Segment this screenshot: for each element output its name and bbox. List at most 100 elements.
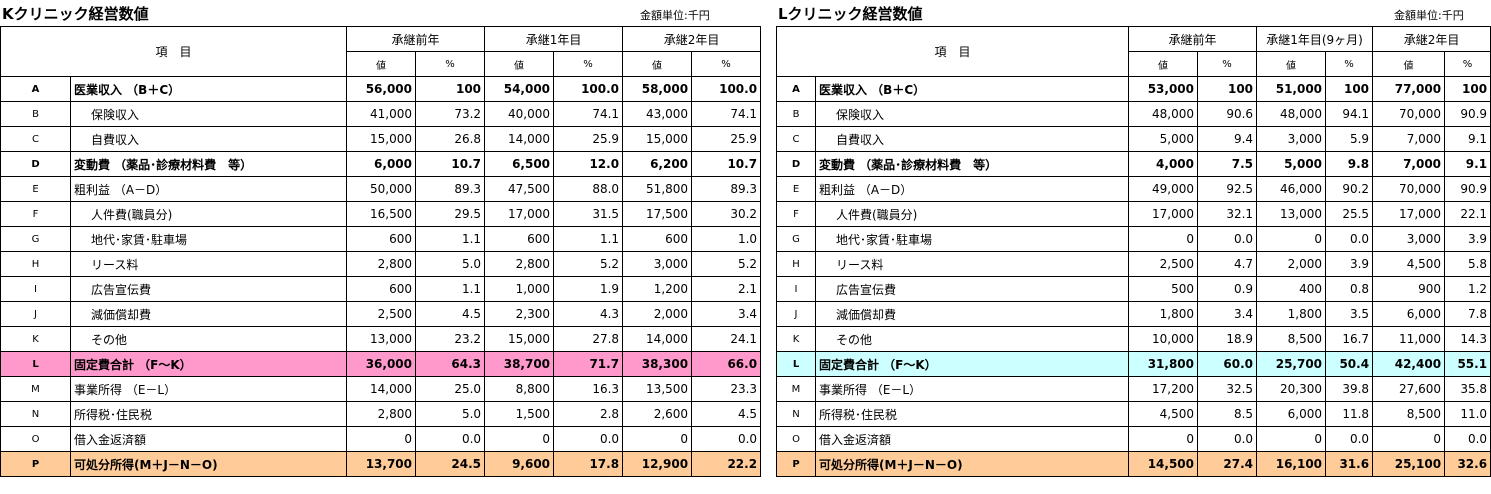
- value-cell: 0.0: [1197, 426, 1258, 452]
- value-cell: 16,500: [346, 201, 417, 227]
- value-cell: 1,500: [484, 401, 555, 427]
- value-cell: 600: [622, 226, 693, 252]
- value-cell: 14,500: [1128, 451, 1199, 477]
- row-item: リース料: [814, 251, 1130, 277]
- value-cell: 13,500: [622, 376, 693, 402]
- row-code: F: [776, 201, 816, 227]
- value-cell: 50,000: [346, 176, 417, 202]
- value-cell: 70,000: [1372, 176, 1446, 202]
- value-cell: 1,200: [622, 276, 693, 302]
- value-cell: 25.0: [415, 376, 486, 402]
- value-cell: 46,000: [1256, 176, 1327, 202]
- value-cell: 2.8: [553, 401, 624, 427]
- value-cell: 58,000: [622, 76, 693, 102]
- row-code: A: [776, 76, 816, 102]
- data-row: E 粗利益 （A－D） 49,000 92.5 46,000 90.2 70,000 90.9: [776, 176, 1491, 202]
- row-code: F: [0, 201, 71, 227]
- value-cell: 60.0: [1197, 351, 1258, 377]
- value-cell: 3.9: [1325, 251, 1374, 277]
- data-row: D 変動費 （薬品･診療材料費 等） 6,000 10.7 6,500 12.0 6,200…: [0, 151, 762, 177]
- item-header: 項 目: [0, 26, 348, 77]
- row-item: 借入金返済額: [814, 426, 1130, 452]
- value-cell: 400: [1256, 276, 1327, 302]
- data-table: 項 目承継前年 承継1年目 承継2年目値% 値% 値% A 医業収入 （B＋C） 56,000…: [0, 26, 762, 477]
- value-cell: 18.9: [1197, 326, 1258, 352]
- period-header: 承継前年: [346, 26, 486, 52]
- value-cell: 35.8: [1444, 376, 1491, 402]
- value-cell: 27.8: [553, 326, 624, 352]
- value-cell: 74.1: [691, 101, 762, 127]
- row-code: C: [0, 126, 71, 152]
- row-item: 可処分所得(M＋J－N－O): [814, 451, 1130, 477]
- value-cell: 66.0: [691, 351, 762, 377]
- value-cell: 5,000: [1256, 151, 1327, 177]
- data-row: M 事業所得 （E－L） 17,200 32.5 20,300 39.8 27,600 35.…: [776, 376, 1491, 402]
- row-item: 粗利益 （A－D）: [814, 176, 1130, 202]
- value-cell: 0.0: [1444, 426, 1491, 452]
- value-cell: 48,000: [1128, 101, 1199, 127]
- value-cell: 5,000: [1128, 126, 1199, 152]
- value-cell: 4,500: [1372, 251, 1446, 277]
- value-cell: 38,300: [622, 351, 693, 377]
- row-code: N: [0, 401, 71, 427]
- value-cell: 90.2: [1325, 176, 1374, 202]
- data-row: F 人件費(職員分) 16,500 29.5 17,000 31.5 17,500 30.2: [0, 201, 762, 227]
- row-item: 人件費(職員分): [69, 201, 348, 227]
- value-cell: 38,700: [484, 351, 555, 377]
- value-cell: 1.2: [1444, 276, 1491, 302]
- value-cell: 5.0: [415, 251, 486, 277]
- value-cell: 10.7: [691, 151, 762, 177]
- data-row: C 自費収入 15,000 26.8 14,000 25.9 15,000 25.9: [0, 126, 762, 152]
- data-row: L 固定費合計 （F～K） 36,000 64.3 38,700 71.7 38,300 66…: [0, 351, 762, 377]
- value-cell: 13,700: [346, 451, 417, 477]
- value-cell: 27,600: [1372, 376, 1446, 402]
- data-row: G 地代･家賃･駐車場 0 0.0 0 0.0 3,000 3.9: [776, 226, 1491, 252]
- data-row: J 減価償却費 2,500 4.5 2,300 4.3 2,000 3.4: [0, 301, 762, 327]
- value-cell: 23.2: [415, 326, 486, 352]
- value-cell: 90.6: [1197, 101, 1258, 127]
- row-code: L: [776, 351, 816, 377]
- value-cell: 22.1: [1444, 201, 1491, 227]
- value-cell: 77,000: [1372, 76, 1446, 102]
- row-code: K: [776, 326, 816, 352]
- row-code: K: [0, 326, 71, 352]
- value-cell: 25,700: [1256, 351, 1327, 377]
- value-cell: 49,000: [1128, 176, 1199, 202]
- row-item: 可処分所得(M＋J－N－O): [69, 451, 348, 477]
- header-row: 項 目承継前年 承継1年目(9ヶ月) 承継2年目: [775, 26, 1491, 77]
- value-cell: 56,000: [346, 76, 417, 102]
- data-row: N 所得税･住民税 2,800 5.0 1,500 2.8 2,600 4.5: [0, 401, 762, 427]
- data-row: H リース料 2,500 4.7 2,000 3.9 4,500 5.8: [776, 251, 1491, 277]
- value-cell: 27.4: [1197, 451, 1258, 477]
- row-item: 保険収入: [814, 101, 1130, 127]
- data-row: C 自費収入 5,000 9.4 3,000 5.9 7,000 9.1: [776, 126, 1491, 152]
- value-cell: 6,000: [1372, 301, 1446, 327]
- value-cell: 0: [1256, 226, 1327, 252]
- row-code: I: [0, 276, 71, 302]
- row-item: 粗利益 （A－D）: [69, 176, 348, 202]
- value-cell: 53,000: [1128, 76, 1199, 102]
- value-cell: 1.1: [415, 276, 486, 302]
- value-cell: 31.5: [553, 201, 624, 227]
- data-row: F 人件費(職員分) 17,000 32.1 13,000 25.5 17,000 22.1: [776, 201, 1491, 227]
- row-code: A: [0, 76, 71, 102]
- value-cell: 14,000: [484, 126, 555, 152]
- data-row: B 保険収入 41,000 73.2 40,000 74.1 43,000 74.1: [0, 101, 762, 127]
- value-cell: 17.8: [553, 451, 624, 477]
- value-cell: 3,000: [1372, 226, 1446, 252]
- value-cell: 5.8: [1444, 251, 1491, 277]
- value-cell: 2,000: [622, 301, 693, 327]
- row-item: 固定費合計 （F～K）: [69, 351, 348, 377]
- data-row: A 医業収入 （B＋C） 56,000 100 54,000 100.0 58,000 100…: [0, 76, 762, 102]
- row-item: 固定費合計 （F～K）: [814, 351, 1130, 377]
- row-item: 所得税･住民税: [814, 401, 1130, 427]
- table-title: Lクリニック経営数値: [778, 5, 923, 23]
- value-cell: 7,000: [1372, 151, 1446, 177]
- value-cell: 100.0: [691, 76, 762, 102]
- value-cell: 42,400: [1372, 351, 1446, 377]
- row-item: 事業所得 （E－L）: [69, 376, 348, 402]
- row-item: 医業収入 （B＋C）: [69, 76, 348, 102]
- value-cell: 0.0: [1197, 226, 1258, 252]
- value-cell: 90.9: [1444, 101, 1491, 127]
- sub-header: %: [415, 51, 486, 77]
